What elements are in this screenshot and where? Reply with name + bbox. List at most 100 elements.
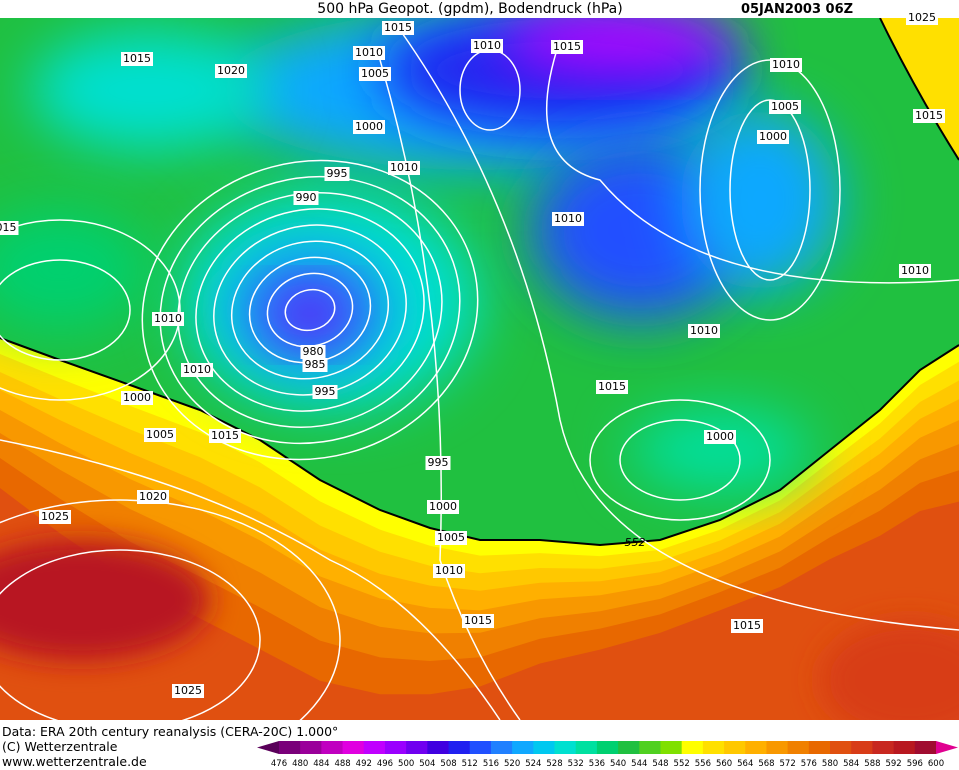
height-band <box>880 18 959 160</box>
isobar <box>266 272 354 348</box>
colorbar-swatch <box>490 741 513 754</box>
colorbar-label: 524 <box>525 759 541 769</box>
contour-label: 1005 <box>146 428 174 441</box>
colorbar-label: 528 <box>546 759 562 769</box>
colorbar-swatch <box>872 741 895 754</box>
label-box <box>433 564 465 578</box>
colorbar-swatch <box>257 741 279 754</box>
label-box <box>913 109 945 123</box>
label-box <box>312 385 338 399</box>
contour-label: 552 <box>625 536 646 549</box>
label-box <box>462 614 494 628</box>
isobar <box>0 439 501 720</box>
isobar <box>545 39 959 284</box>
colorbar-swatch <box>787 741 810 754</box>
colorbar-label: 496 <box>377 759 393 769</box>
label-box <box>427 500 459 514</box>
colorbar-label: 500 <box>398 759 414 769</box>
copyright: (C) Wetterzentrale <box>2 739 118 754</box>
contour-label: 1000 <box>429 500 457 513</box>
contour-label: 990 <box>296 191 317 204</box>
title: 500 hPa Geopot. (gpdm), Bodendruck (hPa) <box>317 1 622 17</box>
contour-552 <box>879 18 959 161</box>
data-source: Data: ERA 20th century reanalysis (CERA-… <box>2 724 338 739</box>
colorbar-label: 532 <box>568 759 584 769</box>
colorbar-label: 544 <box>631 759 647 769</box>
contour-label: 1010 <box>355 46 383 59</box>
colorbar-label: 584 <box>843 759 859 769</box>
contour-label: 985 <box>305 358 326 371</box>
warm-core <box>820 620 959 720</box>
contour-label: 1000 <box>759 130 787 143</box>
url: www.wetterzentrale.de <box>2 754 147 769</box>
label-box <box>121 391 153 405</box>
contour-label: 1015 <box>733 619 761 632</box>
colorbar-label: 536 <box>589 759 605 769</box>
contour-label: 1005 <box>771 100 799 113</box>
colorbar-swatch <box>554 741 577 754</box>
isobar <box>230 240 390 380</box>
label-box <box>181 363 213 377</box>
contour-label: 1000 <box>355 120 383 133</box>
contour-label: 1010 <box>901 264 929 277</box>
colorbar-swatch <box>724 741 746 754</box>
colorbar-swatch <box>660 741 683 754</box>
isobar <box>284 288 336 332</box>
label-box <box>770 58 802 72</box>
label-box <box>757 130 789 144</box>
contour-label: 1015 <box>915 109 943 122</box>
contour-label: 1000 <box>706 430 734 443</box>
colorbar-swatch <box>427 741 450 754</box>
contour-label: 995 <box>315 385 336 398</box>
colorbar-label: 488 <box>334 759 350 769</box>
colorbar: 476 480 484 488 492 496 500 504 508 512 516 520 524 5… <box>257 741 958 769</box>
cold-pool <box>30 30 270 150</box>
colorbar-label: 484 <box>313 759 329 769</box>
contour-label: 1010 <box>690 324 718 337</box>
contour-label: 1010 <box>390 161 418 174</box>
isobar <box>177 192 443 428</box>
contour-label: 1025 <box>41 510 69 523</box>
colorbar-swatch <box>469 741 492 754</box>
colorbar-label: 480 <box>292 759 308 769</box>
colorbar-label: 540 <box>610 759 626 769</box>
colorbar-label: 512 <box>462 759 478 769</box>
label-box <box>324 167 350 181</box>
colorbar-swatch <box>851 741 873 754</box>
colorbar-swatch <box>639 741 661 754</box>
label-box <box>353 46 385 60</box>
date: 05JAN2003 06Z <box>741 2 853 17</box>
contour-label: 1010 <box>772 58 800 71</box>
colorbar-label: 516 <box>483 759 499 769</box>
label-box <box>769 100 801 114</box>
colorbar-label: 592 <box>885 759 901 769</box>
colorbar-label: 520 <box>504 759 520 769</box>
contour-label: 1010 <box>435 564 463 577</box>
contour-label: 1015 <box>123 52 151 65</box>
label-box <box>293 191 319 205</box>
label-box <box>137 490 169 504</box>
isobar <box>0 499 341 720</box>
colorbar-swatch <box>321 741 344 754</box>
label-box <box>353 120 385 134</box>
colorbar-label: 576 <box>801 759 817 769</box>
cold-pool <box>500 18 740 70</box>
contour-label: 995 <box>327 167 348 180</box>
colorbar-swatch <box>342 741 365 754</box>
colorbar-swatch <box>893 741 916 754</box>
colorbar-swatch <box>745 741 767 754</box>
label-box <box>899 264 931 278</box>
label-box <box>209 429 241 443</box>
colorbar-swatch <box>702 741 725 754</box>
label-box <box>0 221 19 235</box>
colorbar-label: 504 <box>419 759 435 769</box>
contour-label: 995 <box>428 456 449 469</box>
colorbar-label: 572 <box>780 759 796 769</box>
isobar <box>159 175 461 445</box>
contour-label: 1010 <box>554 212 582 225</box>
colorbar-swatch <box>406 741 428 754</box>
colorbar-label: 596 <box>907 759 923 769</box>
colorbar-swatch <box>300 741 322 754</box>
isobar <box>619 419 741 501</box>
